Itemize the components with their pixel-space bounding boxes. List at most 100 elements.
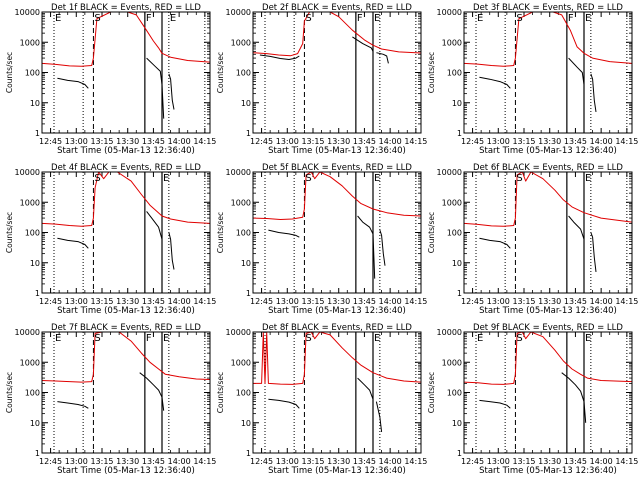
panel-2-xtick-label: 13:00 — [276, 137, 299, 146]
panel-6-ytick-label: 1 — [457, 289, 462, 298]
panel-1-marker-flag: S — [94, 13, 100, 24]
panel-9-series-events-seg-2 — [561, 372, 587, 423]
panel-6-xtick-label: 13:45 — [564, 297, 587, 306]
panel-2-series-lld — [253, 12, 421, 57]
panel-6-xtick-label: 13:30 — [538, 297, 561, 306]
panel-3-marker-flag: E — [585, 13, 591, 24]
panel-5-xtick-label: 13:15 — [301, 297, 324, 306]
panel-1-series-events-seg-3 — [168, 73, 175, 110]
panel-5-plot-area — [253, 172, 421, 293]
panel-3-frame — [463, 11, 633, 134]
panel-9-frame — [463, 331, 633, 454]
panel-8-series-lld — [253, 332, 421, 385]
panel-5-series-lld — [253, 172, 421, 220]
panel-3-ytick-label: 1000 — [442, 38, 462, 47]
panel-9-ytick-label: 10 — [452, 419, 462, 428]
panel-7-marker-flag: E — [55, 333, 61, 344]
panel-6-series-lld — [464, 172, 632, 227]
panel-6-ytick-label: 1000 — [442, 198, 462, 207]
panel-3-series-lld — [464, 12, 632, 67]
panel-4-ytick-label: 10000 — [15, 168, 40, 177]
panel-1-ytick-label: 1 — [35, 129, 40, 138]
panel-9-plot-area — [464, 332, 632, 453]
panel-8-xtick-label: 13:15 — [301, 457, 324, 466]
panel-6-xtick-label: 13:00 — [487, 297, 510, 306]
panel-8-xtick-label: 13:30 — [327, 457, 350, 466]
panel-2-ytick-label: 100 — [236, 69, 251, 78]
panel-5-ytick-label: 1000 — [231, 198, 251, 207]
panel-7-xtick-label: 12:45 — [39, 457, 62, 466]
panel-1-ylabel: Counts/sec — [5, 52, 14, 93]
panel-9-ytick-label: 1000 — [442, 358, 462, 367]
panel-4-xtick-label: 13:30 — [116, 297, 139, 306]
panel-7-xlabel: Start Time (05-Mar-13 12:36:40) — [57, 466, 195, 476]
panel-7-xtick-label: 13:30 — [116, 457, 139, 466]
panel-2-xlabel: Start Time (05-Mar-13 12:36:40) — [268, 146, 406, 156]
panel-1: Det 1f BLACK = Events, RED = LLD 1 10 100 10… — [5, 3, 216, 156]
panel-3-xtick-label: 13:45 — [564, 137, 587, 146]
panel-5-ytick-label: 1 — [246, 289, 251, 298]
panel-5-frame — [252, 171, 422, 294]
panel-8-marker-flag: E — [374, 333, 380, 344]
panel-5-marker-flag: E — [374, 173, 380, 184]
panel-2-frame — [252, 11, 422, 134]
panel-6-xtick-label: 14:15 — [615, 297, 638, 306]
panel-3-plot-area — [464, 12, 632, 133]
panel-1-ytick-label: 10 — [30, 99, 40, 108]
panel-8-xtick-label: 12:45 — [250, 457, 273, 466]
panel-1-ytick-label: 10000 — [15, 8, 40, 17]
panel-3-marker-flag: E — [477, 13, 483, 24]
panel-1-ytick-label: 100 — [25, 69, 40, 78]
panel-2-xtick-label: 12:45 — [250, 137, 273, 146]
panel-5-ytick-label: 10000 — [226, 168, 251, 177]
panel-9-xtick-label: 13:45 — [564, 457, 587, 466]
panel-9-xtick-label: 14:15 — [615, 457, 638, 466]
panel-5-marker-flag: S — [305, 173, 311, 184]
panel-2-xtick-label: 14:00 — [379, 137, 402, 146]
panel-9-xtick-label: 14:00 — [590, 457, 613, 466]
panel-4-frame — [41, 171, 211, 294]
panel-1-series-lld — [42, 12, 210, 67]
panel-1-marker-flag: F — [146, 13, 152, 24]
panel-3-series-events-seg-3 — [590, 73, 597, 112]
panel-2-xtick-label: 13:30 — [327, 137, 350, 146]
panel-1-frame — [41, 11, 211, 134]
panel-2-xtick-label: 13:45 — [353, 137, 376, 146]
panel-8-xtick-label: 13:45 — [353, 457, 376, 466]
panel-4-series-lld — [42, 172, 210, 227]
panel-7-xtick-label: 14:15 — [193, 457, 216, 466]
panel-7-ytick-label: 10000 — [15, 328, 40, 337]
panel-4-xtick-label: 13:45 — [142, 297, 165, 306]
panel-6-xtick-label: 13:15 — [512, 297, 535, 306]
panel-8-xtick-label: 14:00 — [379, 457, 402, 466]
panel-6-marker-flag: E — [585, 173, 591, 184]
panel-2-ytick-label: 10000 — [226, 8, 251, 17]
panel-8-series-events-seg-1 — [268, 398, 300, 409]
panel-7-ylabel: Counts/sec — [5, 372, 14, 413]
panel-7-frame — [41, 331, 211, 454]
panel-5-xtick-label: 14:00 — [379, 297, 402, 306]
panel-9: Det 9f BLACK = Events, RED = LLD 1 10 100 10… — [427, 323, 638, 476]
panel-7-ytick-label: 1 — [35, 449, 40, 458]
panel-7-marker-flag: F — [146, 333, 152, 344]
panel-2-series-events-seg-3 — [376, 52, 389, 64]
panel-2-xtick-label: 13:15 — [301, 137, 324, 146]
panel-5-xtick-label: 13:30 — [327, 297, 350, 306]
panel-7-xtick-label: 13:00 — [65, 457, 88, 466]
panel-2-plot-area — [253, 12, 421, 133]
panel-4-ytick-label: 1 — [35, 289, 40, 298]
panel-3-marker-flag: F — [568, 13, 574, 24]
panel-6-ytick-label: 10000 — [437, 168, 462, 177]
panel-9-marker-flag: S — [516, 333, 522, 344]
panel-8-ytick-label: 1 — [246, 449, 251, 458]
panel-2: Det 2f BLACK = Events, RED = LLD 1 10 100 10… — [216, 3, 427, 156]
panel-3-marker-flag: S — [516, 13, 522, 24]
panel-2-ytick-label: 10 — [241, 99, 251, 108]
panel-1-xlabel: Start Time (05-Mar-13 12:36:40) — [57, 146, 195, 156]
panel-8-marker-flag: S — [305, 333, 311, 344]
panel-5-ytick-label: 100 — [236, 229, 251, 238]
panel-6: Det 6f BLACK = Events, RED = LLD 1 10 100 10… — [427, 163, 638, 316]
panel-6-plot-area — [464, 172, 632, 293]
panel-3-xtick-label: 13:00 — [487, 137, 510, 146]
panel-5-xtick-label: 13:00 — [276, 297, 299, 306]
